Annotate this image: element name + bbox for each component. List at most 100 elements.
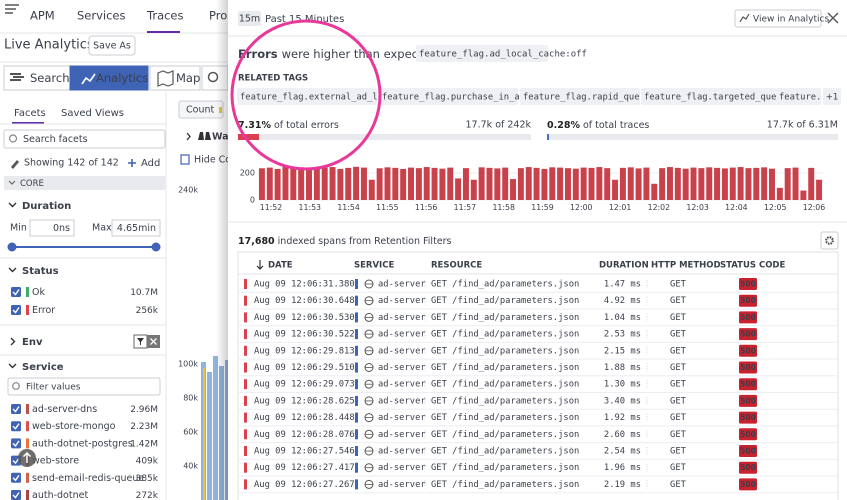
cell-date[interactable]: Aug 09 12:06:28.625 [254, 396, 355, 406]
slider-handle[interactable] [151, 242, 161, 252]
related-tag-bg[interactable] [520, 88, 640, 105]
cell-date[interactable]: Aug 09 12:06:31.380 [254, 280, 355, 290]
close-button[interactable] [827, 12, 839, 24]
nav-item[interactable]: Traces [146, 9, 184, 23]
min-box[interactable] [29, 219, 75, 237]
duration-title[interactable]: Duration [22, 201, 71, 212]
tab[interactable] [69, 65, 149, 91]
settings-button[interactable] [820, 231, 839, 250]
save-as-label[interactable]: Save As [93, 41, 131, 52]
cell-date[interactable]: Aug 09 12:06:30.648 [254, 296, 355, 306]
tab-icon [10, 79, 21, 81]
column-header[interactable]: DATE [268, 261, 293, 271]
search-facets-box[interactable] [3, 129, 166, 149]
column-header[interactable]: RESOURCE [431, 261, 482, 271]
facet-tab[interactable]: Facets [14, 108, 46, 119]
cell-resource: GET /find_ad/parameters.json [431, 413, 579, 423]
service-color [355, 446, 358, 456]
hide-controls[interactable]: Hide Co [194, 155, 231, 166]
cell-date[interactable]: Aug 09 12:06:30.522 [254, 330, 355, 340]
related-tag-bg[interactable] [776, 88, 821, 105]
cell-date[interactable]: Aug 09 12:06:27.546 [254, 447, 355, 457]
column-header[interactable]: STATUS CODE [720, 261, 785, 271]
checkbox[interactable] [11, 421, 21, 432]
checkmark [12, 440, 20, 447]
cell-method: GET [670, 346, 687, 356]
checkbox[interactable] [11, 305, 21, 315]
alert-tag: feature_flag.ad_local_cache:off [419, 50, 587, 60]
cell-method: GET [670, 430, 687, 440]
checkmark [12, 307, 20, 314]
save-as-button[interactable] [88, 35, 136, 56]
service-title[interactable]: Service [22, 362, 64, 373]
checkbox[interactable] [11, 287, 21, 297]
page-title: Live Analytics [4, 38, 94, 53]
filter-values-box[interactable] [7, 377, 161, 396]
service-name[interactable]: auth-dotnet-postgres [32, 438, 133, 449]
cell-date[interactable]: Aug 09 12:06:28.448 [254, 413, 355, 423]
env-title[interactable]: Env [22, 337, 43, 348]
service-name[interactable]: auth-dotnet [32, 490, 88, 500]
chart-bar [776, 187, 783, 200]
cell-date[interactable]: Aug 09 12:06:29.073 [254, 380, 355, 390]
count-label[interactable]: Count [186, 105, 214, 116]
chart-y-tick-label: 0 [250, 196, 255, 205]
cell-date[interactable]: Aug 09 12:06:27.417 [254, 463, 355, 473]
checkbox[interactable] [11, 404, 21, 414]
chart-bar [674, 167, 681, 200]
checkbox[interactable] [11, 438, 21, 449]
status-color [26, 287, 29, 297]
cell-date[interactable]: Aug 09 12:06:27.267 [254, 480, 355, 490]
chart-bar [721, 168, 728, 200]
service-name[interactable]: ad-server-dns [32, 404, 97, 415]
chart-bar [408, 167, 415, 200]
cell-date[interactable]: Aug 09 12:06:30.530 [254, 313, 355, 323]
cell-method: GET [670, 396, 687, 406]
related-tag[interactable]: feature_flag.external_ad_load:off [240, 93, 415, 103]
cell-resource: GET /find_ad/parameters.json [431, 296, 579, 306]
service-name[interactable]: web-store-mongo [32, 421, 116, 432]
highlight-circle [230, 19, 382, 171]
related-tag-bg[interactable] [641, 88, 776, 105]
chart-bar [729, 167, 736, 200]
chevron-right [10, 337, 16, 346]
checkbox[interactable] [11, 490, 21, 500]
column-header[interactable]: HTTP METHOD [651, 261, 721, 271]
max-box[interactable] [111, 219, 161, 237]
cell-date[interactable]: Aug 09 12:06:29.813 [254, 346, 355, 356]
slider-handle[interactable] [7, 242, 17, 252]
chart-x-label: 12:00 [570, 203, 593, 212]
nav-item[interactable]: Services [77, 9, 126, 23]
tab-label[interactable]: Analytics [96, 71, 148, 85]
related-tag-bg[interactable] [379, 88, 518, 105]
status-name[interactable]: Error [32, 305, 55, 316]
column-header[interactable]: SERVICE [354, 261, 394, 271]
chart-bar [517, 168, 524, 200]
facet-tab[interactable]: Saved Views [61, 108, 124, 119]
related-tag[interactable]: feature_flag.targeted_query:off [644, 93, 808, 103]
checkbox[interactable] [11, 472, 21, 483]
tab-label[interactable]: Map [176, 71, 200, 85]
service-name[interactable]: send-email-redis-queue [32, 473, 144, 484]
related-tag-bg[interactable] [237, 88, 377, 105]
cell-date[interactable]: Aug 09 12:06:29.510 [254, 363, 355, 373]
related-tag[interactable]: feature_flag.rapid_query:on [523, 93, 666, 103]
cell-date[interactable]: Aug 09 12:06:28.076 [254, 430, 355, 440]
stat-percent: 0.28% [547, 120, 580, 131]
related-tag[interactable]: feature_flag.purchase_in_add:off [382, 93, 551, 103]
chart-bar [462, 168, 469, 200]
related-tag[interactable]: feature... [779, 93, 832, 103]
status-title[interactable]: Status [22, 266, 59, 277]
view-analytics-label[interactable]: View in Analytics [753, 15, 829, 25]
add-button[interactable]: Add [141, 158, 160, 169]
service-name[interactable]: web-store [32, 456, 79, 467]
time-label[interactable]: Past 15 Minutes [265, 14, 344, 25]
column-header[interactable]: DURATION [599, 261, 649, 271]
more-tags[interactable]: +1 [826, 93, 839, 103]
status-name[interactable]: Ok [32, 287, 45, 298]
view-analytics-button[interactable] [734, 9, 822, 28]
nav-item[interactable]: APM [30, 9, 55, 23]
tab-label[interactable]: Search [30, 71, 70, 85]
checkmark [12, 492, 20, 499]
more-tags-bg[interactable] [823, 88, 841, 105]
